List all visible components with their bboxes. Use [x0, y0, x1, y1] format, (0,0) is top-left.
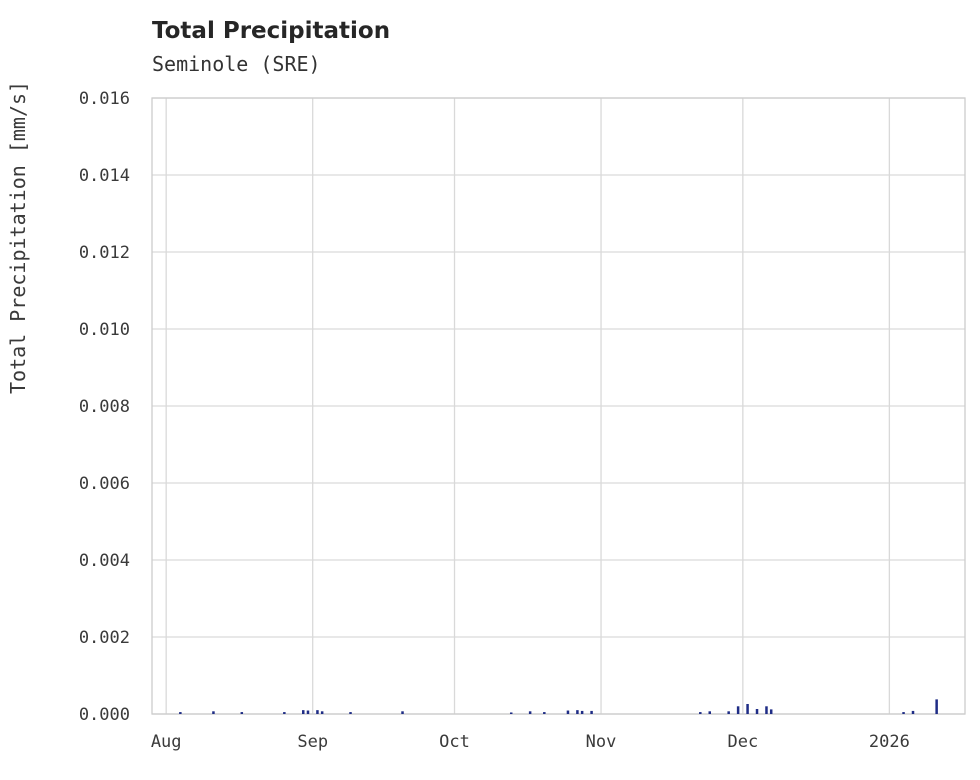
precipitation-bar [316, 710, 319, 714]
precipitation-bar [179, 712, 182, 714]
precipitation-bar [699, 712, 702, 714]
y-tick-label: 0.004 [79, 551, 130, 571]
y-axis-label: Total Precipitation [mm/s] [6, 80, 30, 394]
y-tick-label: 0.006 [79, 474, 130, 494]
x-tick-label: Oct [439, 732, 470, 752]
x-tick-label: Nov [586, 732, 617, 752]
x-tick-label: Dec [727, 732, 758, 752]
precipitation-bar [755, 708, 759, 714]
x-tick-label: Sep [297, 732, 328, 752]
y-tick-label: 0.012 [79, 243, 130, 263]
precipitation-bar [212, 711, 215, 714]
precipitation-bar [736, 706, 740, 714]
plot-border [151, 97, 966, 715]
chart-title: Total Precipitation [152, 18, 391, 44]
chart-subtitle: Seminole (SRE) [152, 52, 321, 76]
precipitation-bar [349, 712, 352, 714]
precipitation-bar [283, 712, 286, 714]
precipitation-bar [580, 710, 584, 714]
y-tick-label: 0.016 [79, 89, 130, 109]
precipitation-bar [566, 710, 570, 714]
precipitation-bar [911, 710, 915, 714]
y-tick-label: 0.000 [79, 705, 130, 725]
precipitation-bar [240, 712, 244, 714]
y-tick-label: 0.014 [79, 166, 130, 186]
y-tick-label: 0.008 [79, 397, 130, 417]
y-tick-label: 0.002 [79, 628, 130, 648]
precipitation-bar [401, 711, 404, 714]
precipitation-bar [708, 711, 712, 714]
precipitation-bar [302, 710, 305, 714]
precipitation-bar [935, 699, 938, 714]
precipitation-bar [902, 712, 905, 714]
precipitation-bar [727, 711, 730, 714]
y-tick-label: 0.010 [79, 320, 130, 340]
precipitation-bar [590, 710, 593, 714]
x-tick-label: Aug [151, 732, 182, 752]
precipitation-bar [528, 711, 532, 714]
precipitation-bar [576, 710, 579, 714]
precipitation-bar [509, 712, 513, 714]
x-tick-label: 2026 [869, 732, 910, 752]
precipitation-bar [543, 712, 546, 714]
precipitation-bar [746, 703, 749, 714]
precipitation-bar [769, 709, 773, 714]
precipitation-bar [765, 706, 768, 714]
precipitation-bar [320, 711, 324, 714]
precipitation-bar [306, 710, 310, 714]
